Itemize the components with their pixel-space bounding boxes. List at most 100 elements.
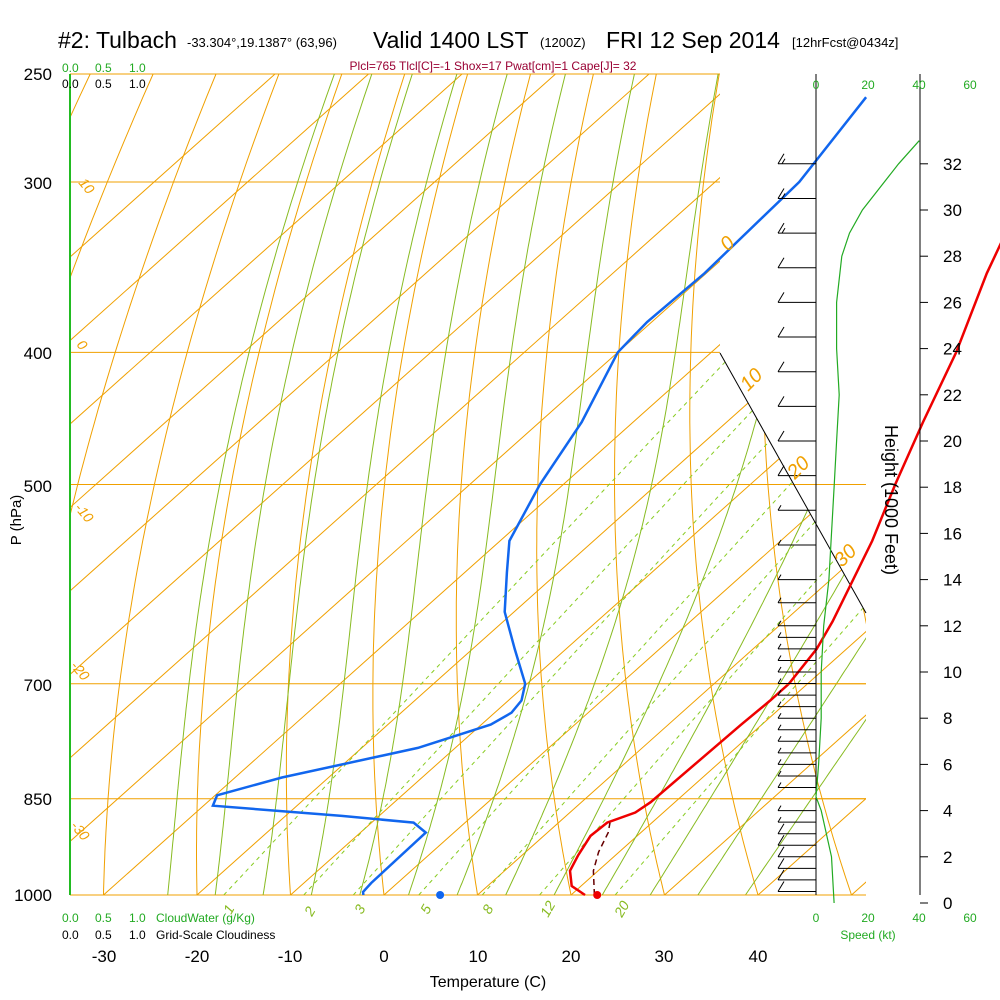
isotherm--60: [70, 74, 743, 895]
dry-adiabat-20: [536, 74, 600, 895]
wind-barb-1: [777, 869, 816, 881]
wind-barb-10: [777, 759, 816, 765]
wind-barb-20: [777, 643, 816, 650]
height-tick-label-12: 12: [943, 617, 962, 636]
height-tick-label-8: 8: [943, 709, 952, 728]
forecast-date: FRI 12 Sep 2014: [606, 27, 780, 53]
dry-adiabat--20: [196, 74, 351, 895]
height-tick-label-10: 10: [943, 663, 962, 682]
tropopause-boundary-line: [719, 352, 867, 614]
isotherm--20: [196, 74, 866, 895]
surface-temperature-marker: [593, 891, 602, 899]
temp-tick-40: 40: [749, 947, 768, 966]
speed-bottom-tick-0: 0: [813, 911, 820, 925]
dry-adiabat-50: [762, 74, 863, 895]
temp-tick-minus30: -30: [92, 947, 117, 966]
wind-barb-21: [777, 632, 816, 638]
surface-dewpoint-marker: [436, 891, 445, 899]
mixing-ratio-label-5: 5: [417, 902, 435, 917]
speed-top-tick-60: 60: [963, 78, 977, 92]
height-tick-label-0: 0: [943, 894, 952, 913]
dry-adiabat-label-minus20: -20: [68, 658, 93, 684]
moist-adiabat-35: [678, 74, 866, 895]
cloud-scale-bottom-green-2: 1.0: [129, 911, 146, 925]
cloud-scale-top-black-0: 0.0: [62, 77, 79, 91]
height-tick-label-14: 14: [943, 571, 962, 590]
moist-adiabat-10: [444, 74, 641, 895]
pressure-tick-700: 700: [24, 676, 52, 695]
isotherm--10: [290, 74, 866, 895]
valid-time: Valid 1400 LST: [373, 27, 529, 53]
moist-adiabat-label-30: 30: [830, 540, 861, 571]
wind-barb-16: [777, 689, 816, 696]
parcel-profile-line: [592, 822, 611, 896]
moist-adiabat--20: [164, 74, 344, 895]
dry-adiabat-30: [613, 74, 673, 895]
dry-adiabat-80: [969, 50, 1000, 924]
isobar-lines: [70, 73, 866, 896]
moist-adiabat-30: [631, 74, 866, 895]
height-tick-label-22: 22: [943, 386, 962, 405]
wind-barb-30: [777, 361, 816, 373]
mixing-ratio-label-20: 20: [610, 898, 632, 921]
mixing-ratio-5: [418, 351, 866, 895]
cloud-scale-top-black-2: 1.0: [129, 77, 146, 91]
dry-adiabat-40: [689, 74, 768, 895]
wind-barb-18: [777, 666, 816, 673]
isotherm--50: [70, 74, 837, 895]
dewpoint-profile-line: [211, 96, 868, 896]
wind-barb-33: [777, 257, 816, 269]
moist-adiabat-0: [351, 74, 515, 895]
pressure-tick-250: 250: [24, 65, 52, 84]
isotherm--110: [70, 74, 276, 895]
wind-barb-3: [777, 846, 816, 858]
cloud-scale-bottom-black-1: 0.5: [95, 928, 112, 942]
isotherm--30: [103, 74, 866, 895]
temperature-profile-line: [568, 242, 1000, 897]
isotherm--80: [70, 74, 556, 895]
wind-barb-12: [777, 736, 816, 742]
pressure-tick-850: 850: [24, 790, 52, 809]
height-tick-label-30: 30: [943, 201, 962, 220]
height-tick-label-32: 32: [943, 155, 962, 174]
wind-barb-6: [777, 816, 816, 823]
cloud-scale-bottom-green-1: 0.5: [95, 911, 112, 925]
isotherm--100: [70, 74, 369, 895]
dry-adiabat-lines: [70, 50, 1000, 924]
mixing-ratio-20: [614, 351, 866, 895]
dry-adiabat--30: [102, 74, 289, 895]
moist-adiabat-label-10: 10: [736, 364, 767, 395]
cloud-cover-label: Grid-Scale Cloudiness: [156, 928, 275, 942]
height-tick-label-18: 18: [943, 478, 962, 497]
cloud-scale-top-green-0: 0.0: [62, 61, 79, 75]
wind-barb-27: [777, 465, 816, 477]
mixing-ratio-12: [539, 351, 866, 895]
cloud-scale-bottom-black-0: 0.0: [62, 928, 79, 942]
wind-barb-2: [777, 858, 816, 869]
station-title: #2: Tulbach: [58, 27, 177, 53]
sounding-parameters: Plcl=765 Tlcl[C]=-1 Shox=17 Pwat[cm]=1 C…: [350, 59, 637, 73]
height-tick-label-16: 16: [943, 524, 962, 543]
wind-barb-13: [777, 724, 816, 731]
pressure-tick-300: 300: [24, 174, 52, 193]
cloud-scale-bottom-black-2: 1.0: [129, 928, 146, 942]
dry-adiabat-label-minus10: -10: [72, 500, 97, 526]
height-tick-label-26: 26: [943, 293, 962, 312]
height-tick-label-28: 28: [943, 247, 962, 266]
wind-barb-32: [777, 292, 816, 303]
isotherm-30: [664, 74, 866, 895]
speed-top-tick-0: 0: [813, 78, 820, 92]
temp-tick-minus10: -10: [278, 947, 303, 966]
isotherm--90: [70, 74, 463, 895]
speed-bottom-tick-40: 40: [912, 911, 926, 925]
temp-tick-20: 20: [562, 947, 581, 966]
cloud-scale-top-green-1: 0.5: [95, 61, 112, 75]
wind-barb-25: [777, 539, 816, 546]
moist-adiabat--5: [304, 74, 465, 895]
cloud-scale-top-black-1: 0.5: [95, 77, 112, 91]
moist-adiabat-15: [491, 74, 724, 895]
cloud-scale-bottom-green-0: 0.0: [62, 911, 79, 925]
temp-tick-0: 0: [379, 947, 388, 966]
